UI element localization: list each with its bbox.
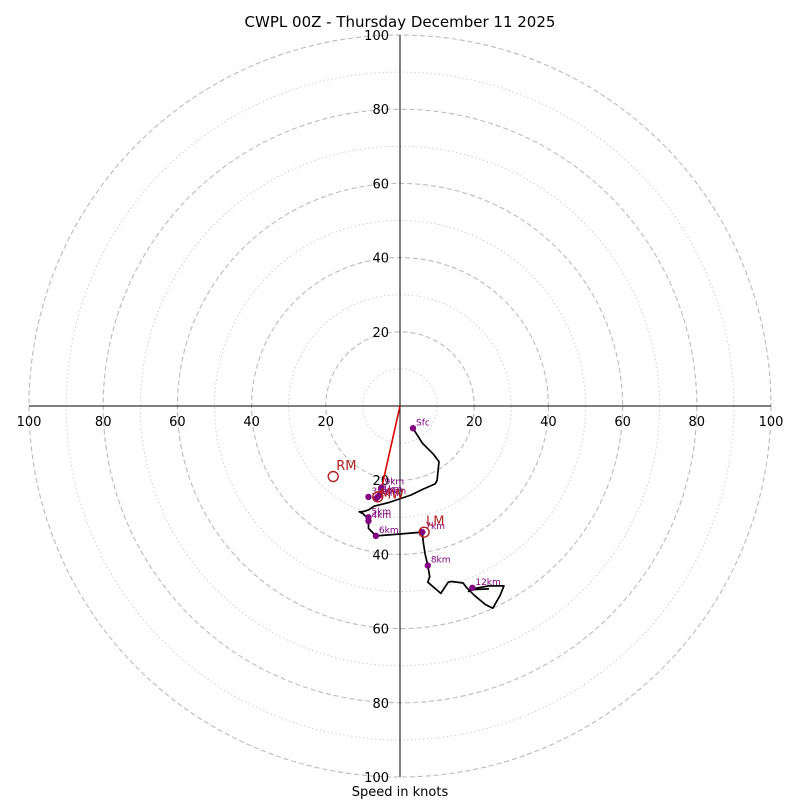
height-marker-dot — [469, 584, 476, 591]
axis-tick-labels: 100 80 60 40 20 20 40 60 80 100 100 80 60 40 20 20 40 60 8… — [17, 29, 784, 786]
storm-motion-label: RM — [336, 459, 356, 474]
height-marker-label: 3km — [371, 487, 391, 497]
storm-motion-markers: RM LM MW — [327, 459, 444, 538]
x-tick-label: 40 — [540, 415, 557, 430]
y-tick-label: 100 — [364, 29, 389, 44]
height-marker-dot — [374, 493, 381, 501]
storm-motion-marker — [372, 491, 384, 503]
wind-profile-series — [358, 405, 505, 610]
x-tick-label: 20 — [318, 415, 335, 430]
storm-motion-marker — [418, 526, 430, 538]
height-marker-label: 10km — [381, 487, 406, 497]
height-marker-dot — [365, 493, 372, 501]
height-marker-dot — [378, 484, 385, 491]
storm-motion-marker — [327, 470, 339, 483]
height-marker-dot — [419, 528, 426, 536]
height-marker-label: 9km — [384, 478, 404, 488]
height-marker-label: 4km — [371, 511, 391, 521]
x-tick-label: 40 — [243, 415, 260, 430]
chart-title: CWPL 00Z - Thursday December 11 2025 — [245, 13, 556, 31]
x-tick-label: 80 — [95, 415, 112, 430]
y-tick-label: 100 — [364, 771, 389, 786]
height-marker-dot — [372, 532, 380, 540]
height-marker-label: 8km — [431, 556, 451, 566]
y-tick-label: 60 — [372, 623, 389, 638]
height-marker-dot — [409, 425, 417, 432]
y-tick-label: 40 — [372, 252, 389, 267]
x-tick-label: 100 — [17, 415, 42, 430]
height-marker-label: 5km — [371, 507, 391, 517]
x-axis-label: Speed in knots — [352, 785, 449, 800]
height-marker-label: 1km — [383, 485, 403, 495]
storm-motion-label: MW — [380, 487, 404, 502]
y-tick-label: 40 — [372, 548, 389, 563]
shear-vector-line — [378, 405, 401, 498]
x-tick-label: 80 — [689, 415, 706, 430]
x-tick-label: 100 — [759, 415, 784, 430]
wind-profile-line — [358, 427, 505, 610]
height-marker-dot — [424, 562, 432, 569]
height-marker-label: 7km — [425, 522, 445, 532]
y-tick-label: 20 — [372, 326, 389, 341]
height-marker-dot — [365, 514, 372, 521]
y-tick-label: 80 — [372, 103, 389, 118]
x-tick-label: 60 — [169, 415, 186, 430]
y-tick-label: 60 — [372, 177, 389, 192]
height-marker-label: 12km — [475, 578, 500, 588]
x-tick-label: 20 — [466, 415, 483, 430]
y-tick-label: 20 — [372, 474, 389, 489]
height-marker-label: 2km — [379, 489, 399, 499]
height-marker-label: Sfc — [416, 418, 430, 428]
x-tick-label: 60 — [614, 415, 631, 430]
storm-motion-label: LM — [426, 514, 444, 529]
y-tick-label: 80 — [372, 697, 389, 712]
height-marker-label: 6km — [379, 526, 399, 536]
